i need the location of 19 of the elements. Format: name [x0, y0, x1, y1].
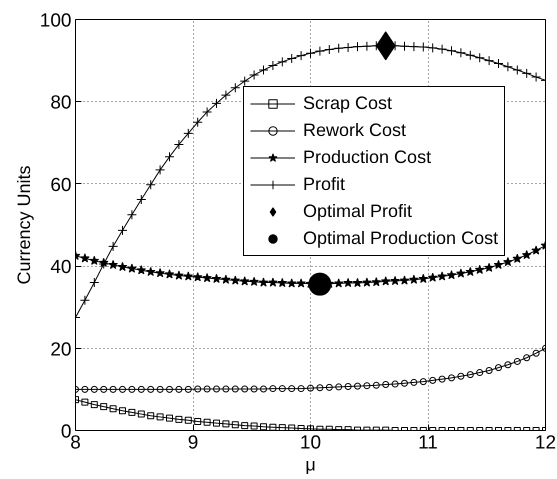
- legend-label: Profit: [303, 174, 346, 195]
- x-axis-title: μ: [305, 454, 316, 474]
- legend-label: Optimal Production Cost: [303, 228, 498, 249]
- y-tick-label: 20: [50, 339, 72, 360]
- x-tick-label: 10: [300, 432, 322, 454]
- x-tick-label: 8: [70, 432, 81, 454]
- y-tick-label: 60: [50, 174, 72, 196]
- y-axis-title: Currency Units: [14, 165, 34, 285]
- y-tick-label: 80: [50, 92, 72, 114]
- y-tick-label: 100: [40, 10, 72, 32]
- x-tick-label: 11: [418, 432, 438, 454]
- y-tick-label: 0: [60, 422, 72, 442]
- legend-label: Rework Cost: [303, 120, 406, 141]
- x-tick-label: 9: [188, 432, 198, 454]
- legend-label: Optimal Profit: [303, 201, 412, 222]
- legend-label: Production Cost: [303, 147, 432, 168]
- legend-label: Scrap Cost: [303, 93, 392, 114]
- x-tick-label: 12: [534, 432, 556, 454]
- y-tick-label: 40: [50, 257, 72, 278]
